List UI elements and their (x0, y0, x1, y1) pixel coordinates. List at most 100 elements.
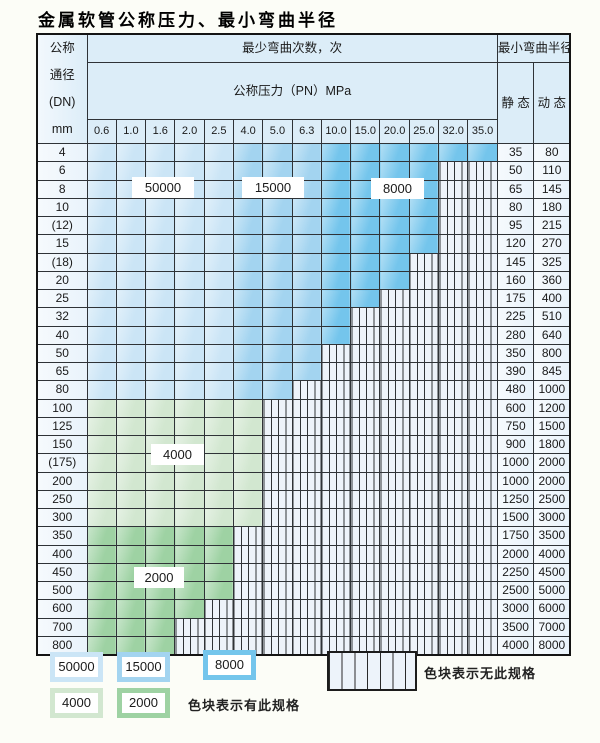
spec-cell (86, 580, 117, 601)
dn-cell: 400 (36, 544, 88, 564)
spec-cell (145, 343, 176, 364)
legend-swatch-2000: 2000 (117, 688, 170, 718)
no-spec-cell (350, 489, 381, 510)
no-spec-cell (379, 580, 410, 601)
static-value-cell: 225 (496, 307, 535, 327)
no-spec-cell (291, 416, 322, 437)
table-row: 6 50 110 (36, 161, 571, 181)
spec-cell (320, 307, 352, 327)
spec-cell (115, 288, 147, 309)
spec-table: 公称 通径 (DN) mm 最少弯曲次数，次 最小弯曲半径 公称压力（PN）MP… (36, 33, 572, 656)
legend-swatch-4000: 4000 (50, 688, 103, 718)
spec-cell (86, 343, 117, 364)
spec-cell (86, 361, 117, 382)
no-spec-cell (467, 161, 498, 181)
legend-no-spec-swatch (327, 651, 417, 691)
no-spec-cell (408, 489, 440, 510)
static-value-cell: 1750 (496, 526, 535, 546)
no-spec-cell (408, 471, 440, 491)
spec-cell (145, 489, 176, 510)
spec-cell (86, 398, 117, 418)
no-spec-cell (262, 416, 293, 437)
no-spec-cell (467, 252, 498, 272)
spec-cell (174, 325, 205, 345)
table-row: 4 35 80 (36, 142, 571, 163)
no-spec-cell (408, 398, 440, 418)
static-value-cell: 95 (496, 215, 535, 236)
no-spec-cell (408, 343, 440, 364)
no-spec-cell (379, 416, 410, 437)
pressure-tick: 1.0 (115, 119, 147, 144)
spec-cell (408, 197, 440, 218)
no-spec-cell (438, 252, 469, 272)
no-spec-cell (438, 434, 469, 455)
spec-cell (115, 343, 147, 364)
dynamic-value-cell: 400 (533, 288, 571, 309)
no-spec-cell (438, 179, 469, 199)
static-value-cell: 80 (496, 197, 535, 218)
static-value-cell: 145 (496, 252, 535, 272)
spec-cell (145, 617, 176, 637)
table-row: (175) 1000 2000 (36, 453, 571, 473)
spec-cell (232, 307, 264, 327)
table-row: (18) 145 325 (36, 252, 571, 272)
no-spec-cell (350, 562, 381, 583)
static-value-cell: 1000 (496, 453, 535, 473)
spec-cell (203, 507, 234, 528)
static-value-cell: 3500 (496, 617, 535, 637)
spec-cell (115, 507, 147, 528)
dynamic-value-cell: 215 (533, 215, 571, 236)
spec-cell (115, 453, 147, 473)
dynamic-value-cell: 145 (533, 179, 571, 199)
no-spec-cell (320, 544, 352, 564)
spec-cell (145, 361, 176, 382)
dynamic-value-cell: 4500 (533, 562, 571, 583)
no-spec-cell (408, 507, 440, 528)
table-row: 300 1500 3000 (36, 507, 571, 528)
legend-swatch-15000: 15000 (117, 652, 170, 682)
spec-cell (232, 453, 264, 473)
dynamic-value-cell: 325 (533, 252, 571, 272)
static-value-cell: 750 (496, 416, 535, 437)
dynamic-value-cell: 1200 (533, 398, 571, 418)
spec-cell (203, 270, 234, 291)
no-spec-cell (320, 507, 352, 528)
dynamic-value-cell: 1000 (533, 380, 571, 400)
spec-cell (145, 288, 176, 309)
no-spec-cell (408, 252, 440, 272)
dn-cell: 40 (36, 325, 88, 345)
no-spec-cell (408, 453, 440, 473)
spec-cell (203, 361, 234, 382)
no-spec-cell (438, 526, 469, 546)
spec-cell (145, 215, 176, 236)
spec-cell (291, 234, 322, 254)
no-spec-cell (291, 544, 322, 564)
spec-cell (291, 325, 322, 345)
pressure-tick: 0.6 (86, 119, 117, 144)
no-spec-cell (291, 635, 322, 656)
spec-cell (262, 252, 293, 272)
spec-cell (203, 215, 234, 236)
no-spec-cell (320, 471, 352, 491)
no-spec-cell (291, 380, 322, 400)
spec-cell (174, 142, 205, 163)
dn-header-line: 公称 (49, 41, 75, 55)
spec-cell (145, 252, 176, 272)
no-spec-cell (408, 270, 440, 291)
spec-cell (203, 252, 234, 272)
spec-cell (86, 507, 117, 528)
no-spec-cell (350, 380, 381, 400)
spec-cell (115, 635, 147, 656)
no-spec-cell (291, 599, 322, 619)
no-spec-cell (438, 361, 469, 382)
no-spec-cell (262, 580, 293, 601)
spec-cell (86, 380, 117, 400)
no-spec-cell (467, 544, 498, 564)
no-spec-cell (320, 617, 352, 637)
spec-cell (115, 544, 147, 564)
dynamic-value-cell: 2000 (533, 453, 571, 473)
pressure-tick: 20.0 (379, 119, 410, 144)
table-row: 32 225 510 (36, 307, 571, 327)
no-spec-cell (262, 489, 293, 510)
spec-cell (203, 544, 234, 564)
